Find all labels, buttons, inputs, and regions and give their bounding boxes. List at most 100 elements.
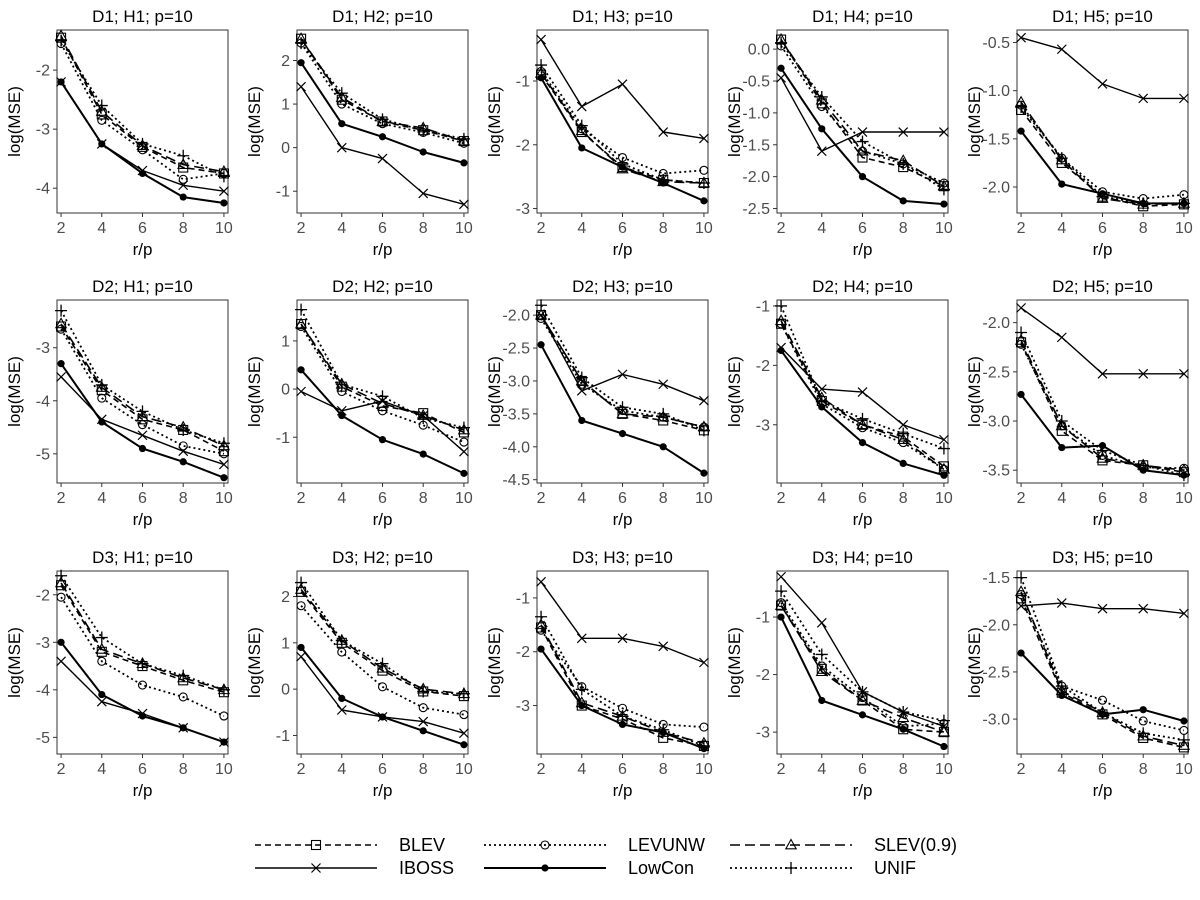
panel-frame <box>1016 570 1189 755</box>
series-slev-0-9 <box>774 32 951 191</box>
data-point <box>1138 93 1149 104</box>
series-levunw <box>296 601 469 720</box>
data-point <box>616 401 629 414</box>
data-point <box>940 471 948 479</box>
y-tick-label: 1 <box>281 635 290 652</box>
series-line <box>1020 104 1184 200</box>
series-line <box>300 62 465 164</box>
series-lowcon <box>537 74 708 205</box>
data-point <box>897 432 910 444</box>
y-tick-label: -2.0 <box>982 617 1010 634</box>
data-point <box>700 197 708 205</box>
y-tick-label: -2.0 <box>742 169 770 186</box>
x-axis-label: r/p <box>853 240 873 259</box>
y-tick-label: -2.5 <box>982 664 1010 681</box>
series-line <box>780 602 944 728</box>
panel-d3-h5-p-10: D3; H5; p=10 2 4 6 8 10 -1.5 -2.0 -2.5 -3.0 r/p log… <box>965 548 1193 800</box>
x-tick-label: 6 <box>378 220 387 237</box>
series-unif <box>55 34 230 183</box>
y-tick-label: -3 <box>516 201 530 218</box>
data-point <box>899 197 907 205</box>
y-axis-label: log(MSE) <box>245 627 264 698</box>
data-point <box>856 412 869 425</box>
data-point <box>97 115 107 125</box>
legend-label: LEVUNW <box>628 835 705 855</box>
y-axis-label: log(MSE) <box>725 86 744 157</box>
data-point <box>1015 101 1028 114</box>
y-tick-label: 1 <box>281 333 290 350</box>
x-tick-label: 8 <box>1139 220 1148 237</box>
x-tick-label: 6 <box>138 220 147 237</box>
y-tick-label: -1.0 <box>742 105 770 122</box>
data-point <box>378 713 387 721</box>
data-point <box>1138 716 1148 726</box>
x-tick-label: 10 <box>935 220 953 237</box>
x-tick-label: 6 <box>378 761 387 778</box>
data-point <box>335 90 348 102</box>
data-point <box>774 314 788 326</box>
y-tick-label: -5 <box>36 730 50 747</box>
data-point <box>1055 680 1068 693</box>
series-line <box>1020 106 1184 205</box>
data-point <box>940 742 948 751</box>
y-tick-label: -2.0 <box>502 308 530 325</box>
y-tick-label: -3 <box>516 698 530 715</box>
y-tick-label: -1 <box>516 590 530 607</box>
data-point <box>857 127 868 137</box>
series-lowcon <box>57 638 228 746</box>
series-iboss <box>776 72 949 157</box>
series-levunw <box>56 324 229 459</box>
data-point <box>337 99 347 109</box>
panel-title: D1; H5; p=10 <box>1052 7 1153 26</box>
data-point <box>1179 725 1189 735</box>
x-tick-label: 2 <box>1017 220 1026 237</box>
data-point <box>816 617 827 628</box>
y-axis-label: log(MSE) <box>5 356 24 427</box>
data-point <box>457 132 470 145</box>
series-levunw <box>56 592 229 721</box>
x-axis-label: r/p <box>373 781 393 800</box>
x-tick-label: 6 <box>618 761 627 778</box>
x-tick-label: 8 <box>1139 490 1148 507</box>
data-point <box>178 180 189 191</box>
x-tick-label: 6 <box>378 490 387 507</box>
x-axis-label: r/p <box>133 781 153 800</box>
data-point <box>618 720 627 728</box>
series-line <box>540 64 704 184</box>
data-point <box>376 113 389 126</box>
x-tick-label: 4 <box>337 761 346 778</box>
data-point <box>616 407 629 419</box>
x-tick-label: 4 <box>97 220 106 237</box>
data-point <box>295 576 308 589</box>
data-point <box>537 74 545 82</box>
data-point <box>1056 598 1067 608</box>
data-point <box>295 37 308 50</box>
legend: BLEV LEVUNW SLEV(0.9) IBOSS LowCon UNIF <box>255 835 957 878</box>
data-point <box>898 419 909 430</box>
series-blev <box>56 580 229 698</box>
data-point <box>697 177 710 190</box>
data-point <box>217 683 230 696</box>
series-lowcon <box>57 78 228 207</box>
series-unif <box>775 299 950 455</box>
x-tick-label: 8 <box>179 490 188 507</box>
data-point <box>97 393 107 403</box>
data-point <box>1177 738 1191 750</box>
data-point <box>220 738 228 746</box>
data-point <box>460 741 468 749</box>
y-axis-label: log(MSE) <box>5 627 24 698</box>
data-point <box>817 661 827 671</box>
series-blev <box>776 600 949 738</box>
x-tick-label: 8 <box>899 490 908 507</box>
data-point <box>1015 571 1028 584</box>
data-point <box>136 137 149 150</box>
data-point <box>1096 451 1109 463</box>
x-tick-label: 4 <box>577 220 586 237</box>
data-point <box>95 99 108 112</box>
data-point <box>534 618 548 630</box>
data-point <box>138 712 147 720</box>
data-point <box>897 157 910 170</box>
x-axis-label: r/p <box>1093 781 1113 800</box>
x-tick-label: 2 <box>297 220 306 237</box>
panel-title: D3; H2; p=10 <box>332 548 433 567</box>
